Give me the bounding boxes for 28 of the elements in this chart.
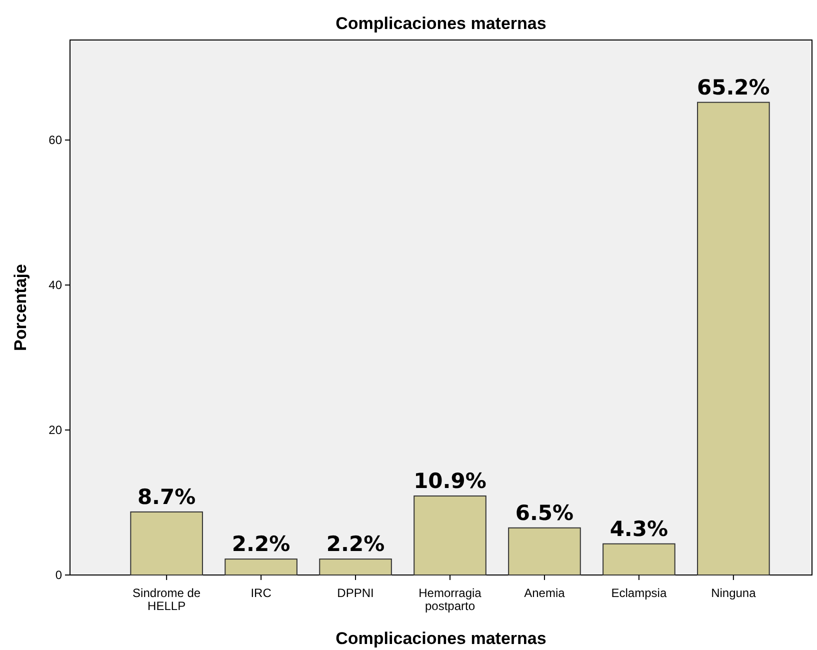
y-tick-label: 40 (48, 278, 62, 292)
chart-title: Complicaciones maternas (336, 14, 546, 33)
bar (224, 558, 298, 576)
data-label: 65.2% (696, 75, 770, 100)
bar (319, 558, 392, 576)
y-tick-label: 20 (48, 423, 62, 438)
bar (508, 527, 581, 576)
data-label: 2.2% (326, 532, 385, 556)
x-tick-label: Sindrome de HELLP (132, 586, 201, 613)
x-tick-label: Eclampsia (611, 586, 667, 600)
bar (697, 102, 770, 576)
data-label: 4.3% (610, 516, 668, 541)
data-label: 8.7% (137, 484, 196, 509)
bar (414, 495, 486, 576)
y-tick-label: 0 (55, 568, 62, 582)
bar (130, 511, 203, 576)
data-label: 6.5% (515, 500, 574, 525)
bar (602, 543, 676, 576)
x-tick-label: IRC (250, 586, 272, 600)
x-tick-label: Hemorragia postparto (418, 586, 482, 613)
y-tick-label: 60 (48, 133, 62, 148)
x-axis-title: Complicaciones maternas (336, 629, 546, 648)
x-tick-label: Anemia (524, 586, 566, 600)
y-axis-title: Porcentaje (11, 264, 30, 351)
data-label: 2.2% (232, 532, 290, 556)
x-tick-label: DPPNI (337, 586, 374, 600)
data-label: 10.9% (414, 468, 486, 493)
x-tick-label: Ninguna (711, 586, 756, 600)
